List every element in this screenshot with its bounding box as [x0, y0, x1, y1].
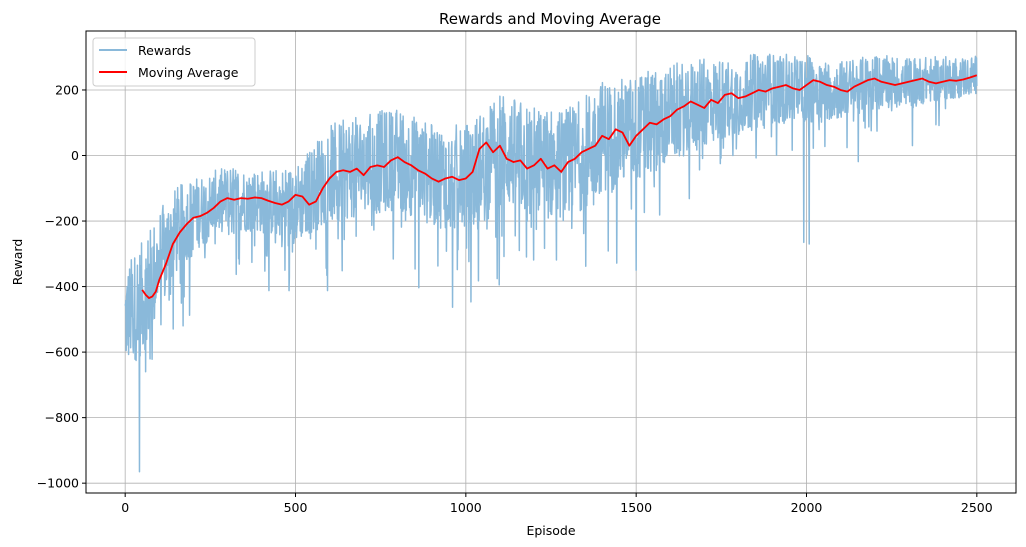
series-line-moving-average	[141, 74, 978, 299]
legend-label-moving-average: Moving Average	[138, 65, 239, 80]
y-tick-label: −600	[45, 345, 79, 360]
y-tick-label: −200	[45, 214, 79, 229]
y-axis-ticks: −1000 −800 −600 −400 −200 0 200	[37, 82, 86, 491]
x-tick-label: 1500	[620, 500, 652, 515]
x-tick-label: 0	[121, 500, 129, 515]
plot-frame	[85, 30, 1017, 494]
y-axis-label: Reward	[10, 239, 25, 286]
legend-box	[92, 37, 256, 87]
x-tick-label: 1000	[450, 500, 482, 515]
x-tick-label: 500	[284, 500, 308, 515]
chart-title: Rewards and Moving Average	[439, 10, 661, 28]
x-tick-label: 2000	[791, 500, 823, 515]
y-tick-label: −800	[45, 410, 79, 425]
grid-lines	[86, 31, 1016, 493]
series-line-rewards	[124, 53, 978, 473]
x-axis-ticks: 0 500 1000 1500 2000 2500	[121, 493, 993, 515]
x-axis-label: Episode	[526, 523, 575, 538]
series-layer	[124, 53, 978, 473]
y-tick-label: 200	[55, 82, 79, 97]
y-tick-label: −1000	[37, 476, 79, 491]
y-tick-label: 0	[71, 148, 79, 163]
legend: Rewards Moving Average	[92, 37, 256, 87]
y-tick-label: −400	[45, 279, 79, 294]
x-tick-label: 2500	[961, 500, 993, 515]
legend-label-rewards: Rewards	[138, 43, 191, 58]
